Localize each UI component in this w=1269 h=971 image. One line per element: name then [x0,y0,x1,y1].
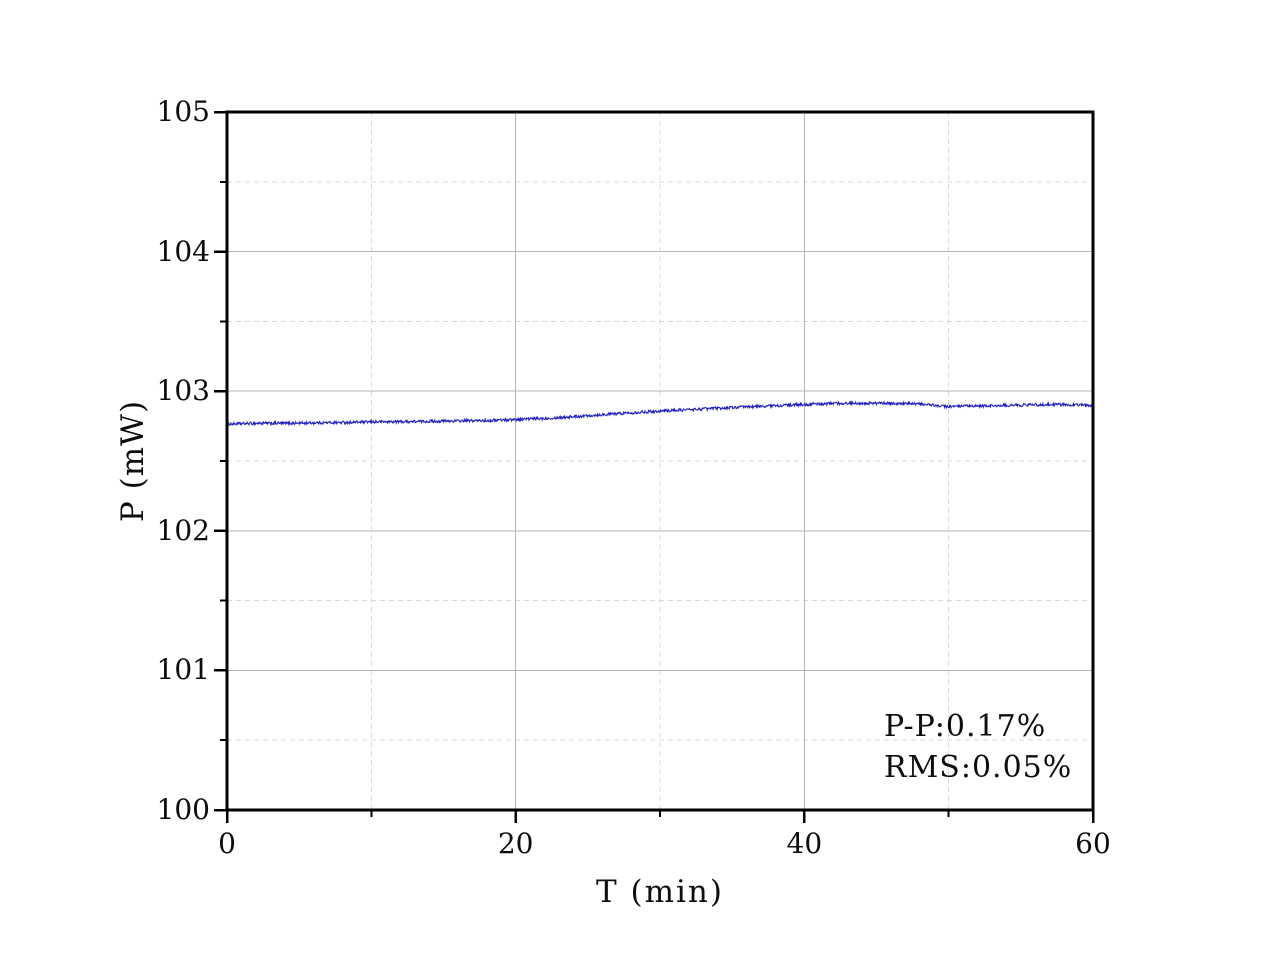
data-trace [226,400,1094,427]
grid-major [227,112,1093,810]
series-0 [226,400,1094,427]
y-tick-label: 105 [156,95,210,128]
annotation-peak-to-peak: P-P:0.17% [884,709,1047,744]
y-tick-label: 104 [156,234,210,268]
x-tick-label: 60 [1075,827,1111,860]
y-tick-label: 100 [156,793,210,826]
y-axis-label: P (mW) [115,399,151,523]
x-tick-label: 0 [218,827,236,860]
x-tick-label: 40 [786,827,823,860]
y-tick-label: 101 [156,653,210,687]
grid-minor [227,112,1093,810]
x-tick-label: 20 [497,827,534,860]
y-tick-label: 102 [156,513,210,547]
axis-ticks [214,110,1095,823]
annotation-rms: RMS:0.05% [884,750,1073,785]
stability-annotation: P-P:0.17% RMS:0.05% [884,706,1072,788]
x-axis-label: T (min) [596,874,724,910]
y-tick-label: 103 [156,374,210,408]
